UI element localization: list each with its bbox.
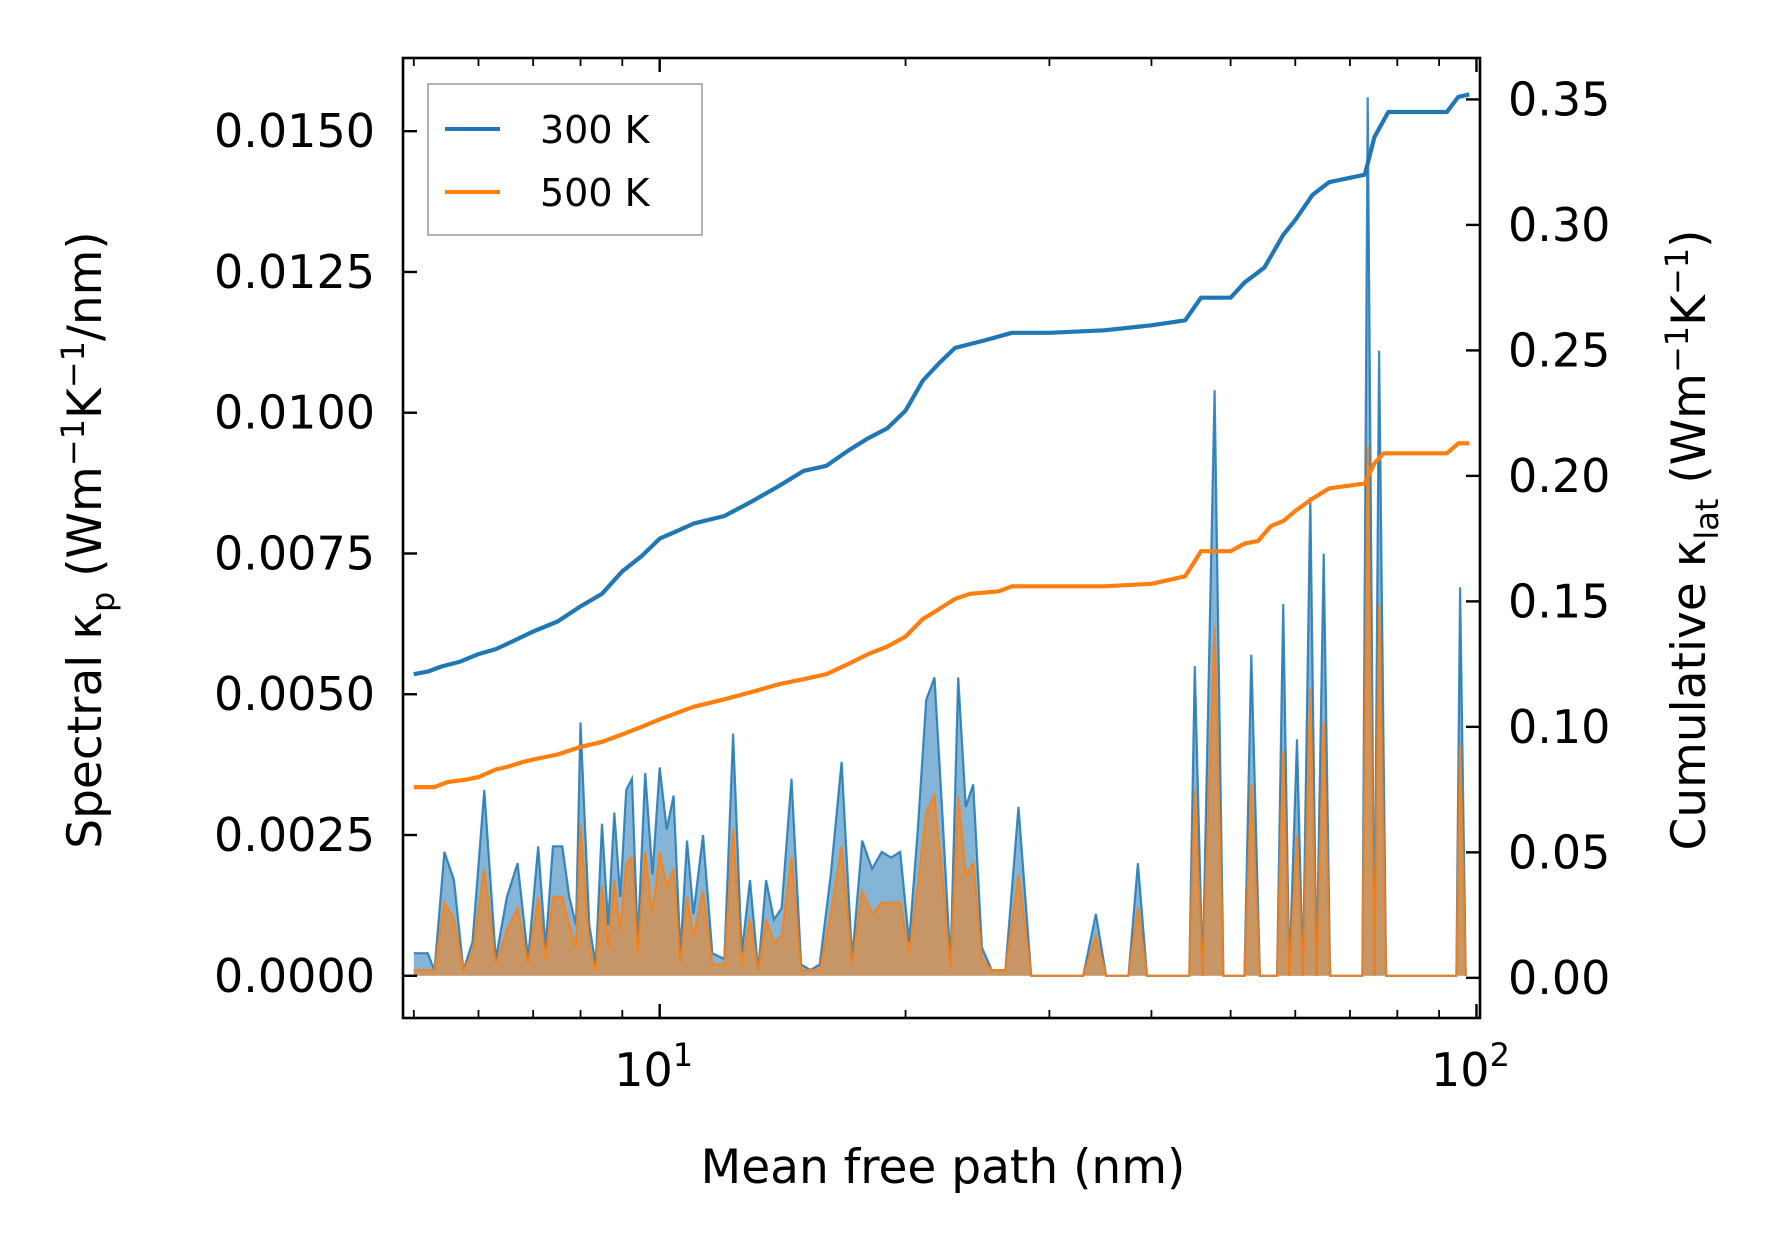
plot-frame	[401, 56, 1482, 1020]
y-left-tick-label: 0.0000	[214, 949, 375, 1003]
y-axis-label-right: Cumulative κlat (Wm−1K−1)	[1658, 229, 1726, 850]
y-right-tick-label: 0.00	[1508, 951, 1610, 1005]
y-left-tick-label: 0.0100	[214, 386, 375, 440]
axis-ticks: 0.0000 0.0025 0.0050 0.0075 0.0100 0.0125 0.01…	[214, 58, 1610, 1097]
spectral-fills	[413, 97, 1467, 977]
cumulative-line-300k	[413, 92, 1470, 677]
cumulative-line-500k	[413, 441, 1470, 790]
y-right-tick-label: 0.05	[1508, 825, 1610, 879]
legend-box	[427, 83, 703, 236]
legend-label-300k: 300 K	[540, 108, 651, 152]
cumulative-lines	[413, 92, 1470, 790]
y-right-tick-label: 0.25	[1508, 323, 1610, 377]
y-left-tick-label: 0.0075	[214, 526, 375, 580]
y-right-tick-label: 0.20	[1508, 449, 1610, 503]
x-tick-label: 101	[614, 1036, 693, 1097]
spectral-area-500k	[413, 446, 1466, 976]
y-right-tick-label: 0.30	[1508, 198, 1610, 252]
legend-label-500k: 500 K	[540, 171, 651, 215]
y-left-tick-label: 0.0150	[214, 104, 375, 158]
y-right-tick-label: 0.10	[1508, 700, 1610, 754]
y-left-tick-label: 0.0025	[214, 808, 375, 862]
legend: 300 K 500 K	[427, 83, 703, 236]
spectral-area-300k	[413, 97, 1466, 976]
x-tick-label: 102	[1431, 1036, 1510, 1097]
x-axis-label: Mean free path (nm)	[701, 1140, 1186, 1195]
y-left-tick-label: 0.0050	[214, 667, 375, 721]
y-axis-label-left: Spectral κp (Wm−1K−1/nm)	[54, 231, 122, 848]
y-left-tick-label: 0.0125	[214, 245, 375, 299]
spectral-line-500k	[413, 446, 1467, 977]
y-right-tick-label: 0.15	[1508, 574, 1610, 628]
y-right-tick-label: 0.35	[1508, 72, 1610, 126]
